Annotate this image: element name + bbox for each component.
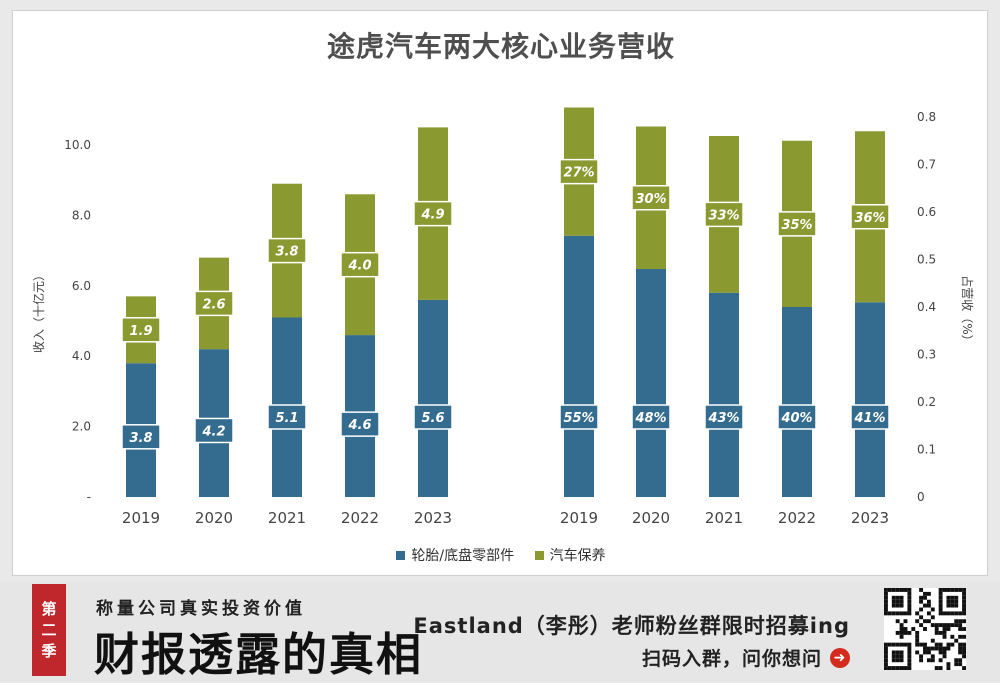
recruit-text: Eastland（李彤）老师粉丝群限时招募ing (413, 614, 850, 638)
legend-label-maintenance: 汽车保养 (549, 548, 606, 564)
qr-code-icon[interactable] (884, 588, 966, 670)
x-tick-label: 2022 (341, 509, 379, 527)
data-label-box (267, 404, 307, 430)
data-label-box (121, 424, 161, 450)
chart-card: 途虎汽车两大核心业务营收 - 2.0 4.0 6.0 8.0 10.0 收入（十亿元） 0 0.… (12, 10, 988, 576)
scan-prompt[interactable]: 扫码入群，问你想问 ➜ (642, 644, 850, 671)
y-tick-label-right: 0.2 (917, 395, 936, 409)
data-label: 4.6 (347, 418, 371, 433)
season-badge: 第 二 季 (32, 584, 66, 676)
y-tick-label-right: 0.3 (917, 348, 936, 362)
y-tick-label-left: 8.0 (72, 208, 91, 222)
legend-swatch-tires (396, 550, 406, 560)
data-label-box (704, 404, 744, 430)
data-label: 35% (781, 218, 812, 233)
data-label: 2.6 (202, 297, 225, 312)
stacked-bar-chart: - 2.0 4.0 6.0 8.0 10.0 收入（十亿元） 0 0.1 0.2 0.3 0.4 0.5… (31, 107, 975, 527)
data-label: 30% (635, 192, 666, 207)
x-tick-label: 2020 (195, 509, 233, 527)
data-label-box (413, 404, 453, 430)
data-label: 36% (854, 211, 885, 226)
y-axis-label-right: 占营收（%） (960, 275, 975, 346)
y-tick-label-left: - (87, 490, 91, 504)
x-tick-label: 2022 (778, 509, 816, 527)
bar-segment (782, 307, 812, 497)
y-tick-label-left: 4.0 (72, 349, 91, 363)
bar-segment (564, 235, 594, 497)
data-label: 1.9 (129, 324, 152, 339)
y-tick-label-left: 6.0 (72, 279, 91, 293)
data-label-box (850, 204, 890, 230)
data-label: 5.6 (421, 411, 444, 426)
data-label: 3.8 (129, 431, 152, 446)
footer-tagline: 称量公司真实投资价值 (96, 599, 306, 619)
bar-segment (636, 269, 666, 497)
data-label: 33% (708, 208, 739, 223)
y-tick-label-right: 0.1 (917, 443, 936, 457)
bar-segment (855, 302, 885, 497)
data-label-box (704, 201, 744, 228)
y-axis-label-left: 收入（十亿元） (31, 269, 46, 353)
data-label-box (121, 317, 161, 343)
x-tick-label: 2021 (268, 509, 306, 527)
data-label: 27% (563, 166, 594, 181)
data-label-box (194, 417, 234, 444)
y-tick-label-right: 0.4 (917, 300, 936, 314)
x-tick-label: 2019 (122, 509, 160, 527)
bar-segment (709, 292, 739, 497)
legend-item-maintenance: 汽车保养 (534, 545, 606, 565)
data-label-box (559, 404, 599, 430)
data-label-box (777, 211, 817, 237)
data-label: 5.1 (275, 411, 298, 426)
legend: 轮胎/底盘零部件 汽车保养 (13, 545, 989, 565)
y-tick-label-right: 0.5 (917, 253, 936, 267)
data-label-box (194, 290, 234, 317)
badge-char: 第 (41, 599, 57, 618)
data-label: 4.0 (347, 259, 371, 274)
data-label-box (777, 404, 817, 430)
data-label: 55% (563, 411, 594, 426)
x-tick-label: 2023 (851, 509, 889, 527)
footer-headline: 财报透露的真相 (94, 628, 424, 681)
data-label-box (631, 185, 671, 211)
y-tick-label-right: 0.8 (917, 110, 936, 124)
x-tick-label: 2019 (560, 509, 598, 527)
data-label-box (850, 404, 890, 430)
data-label: 3.8 (275, 245, 298, 260)
y-tick-label-right: 0 (917, 490, 925, 504)
data-label-box (413, 200, 453, 227)
arrow-right-circle-icon[interactable]: ➜ (830, 647, 850, 668)
badge-char: 季 (41, 641, 57, 660)
data-label-box (631, 404, 671, 430)
data-label: 48% (634, 411, 666, 426)
data-label: 43% (707, 411, 739, 426)
promo-footer: 第 二 季 称量公司真实投资价值 财报透露的真相 Eastland（李彤）老师粉… (0, 582, 1000, 681)
y-tick-label-left: 2.0 (72, 420, 91, 434)
x-tick-label: 2020 (632, 509, 670, 527)
x-tick-label: 2023 (414, 509, 452, 527)
chart-title: 途虎汽车两大核心业务营收 (326, 30, 675, 63)
scan-text: 扫码入群，问你想问 (641, 648, 822, 670)
legend-label-tires: 轮胎/底盘零部件 (411, 548, 515, 564)
bar-segment (418, 299, 448, 497)
data-label-box (267, 237, 307, 264)
y-tick-label-left: 10.0 (64, 138, 91, 152)
data-label: 4.2 (201, 424, 225, 439)
badge-char: 二 (41, 620, 57, 639)
legend-item-tires: 轮胎/底盘零部件 (396, 545, 514, 565)
x-tick-label: 2021 (705, 509, 743, 527)
data-label: 4.9 (420, 208, 444, 223)
data-label-box (559, 158, 599, 185)
data-label: 41% (853, 411, 885, 426)
y-tick-label-right: 0.7 (917, 158, 936, 172)
data-label: 40% (780, 411, 812, 426)
data-label-box (340, 251, 380, 278)
legend-swatch-maintenance (534, 550, 544, 560)
y-tick-label-right: 0.6 (917, 205, 936, 219)
data-label-box (340, 411, 380, 437)
